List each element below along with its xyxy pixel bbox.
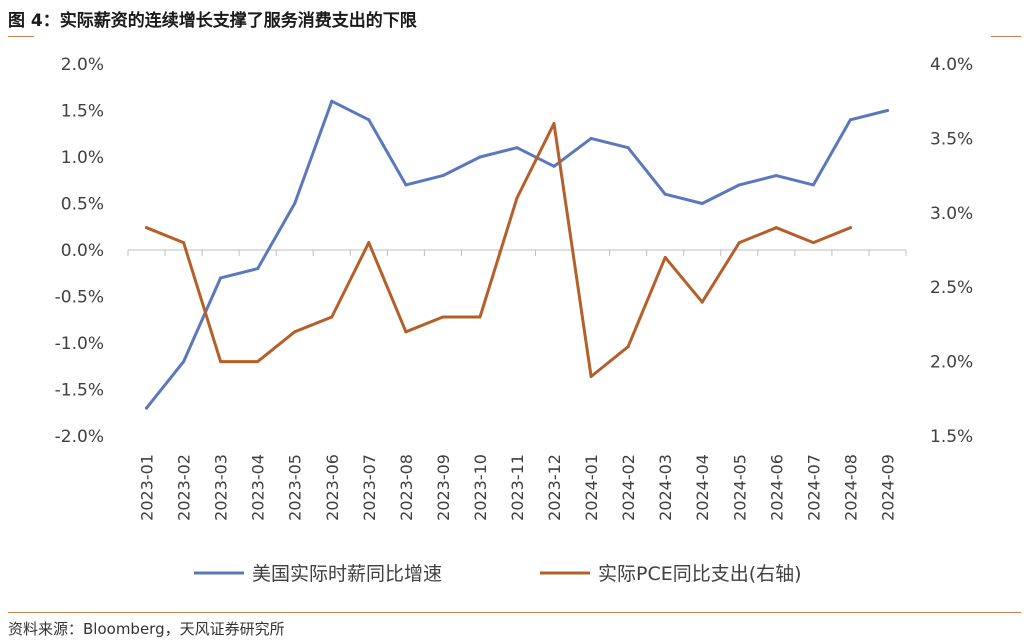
x-tick-label: 2023-08	[397, 454, 416, 521]
legend-label-2: 实际PCE同比支出(右轴)	[598, 563, 802, 585]
left-tick-label: -2.0%	[55, 427, 104, 447]
x-tick-label: 2023-09	[434, 454, 453, 521]
legend-label-1: 美国实际时薪同比增速	[252, 563, 442, 585]
left-axis: 2.0% 1.5% 1.0% 0.5% 0.0% -0.5% -1.0% -1.5% -2.0%	[55, 55, 104, 447]
series-1-point	[478, 155, 482, 159]
x-tick-label: 2023-06	[323, 454, 342, 521]
x-tick-label: 2023-07	[360, 454, 379, 521]
series-2-point	[404, 330, 408, 334]
left-tick-label: -1.5%	[55, 381, 104, 401]
series-2-point	[145, 226, 149, 230]
title-rule-left	[8, 36, 34, 37]
x-tick-label: 2023-10	[471, 454, 490, 521]
left-tick-label: 1.5%	[61, 102, 104, 122]
x-tick-label: 2024-06	[767, 454, 786, 521]
series-1-point	[293, 202, 297, 205]
series-1-point	[663, 192, 667, 196]
series-2-point	[441, 315, 445, 319]
legend: 美国实际时薪同比增速 实际PCE同比支出(右轴)	[194, 563, 802, 585]
series-1-point	[848, 118, 852, 122]
left-tick-label: -0.5%	[55, 288, 104, 308]
series-1-point	[182, 360, 186, 364]
x-tick-label: 2023-03	[212, 454, 231, 521]
series-1-point	[885, 109, 889, 112]
series-2-point	[626, 345, 630, 349]
right-axis: 4.0% 3.5% 3.0% 2.5% 2.0% 1.5%	[930, 55, 973, 447]
series-1-point	[256, 267, 260, 271]
series-1-point	[515, 146, 519, 150]
right-tick-label: 2.5%	[930, 278, 973, 298]
series-2-point	[663, 255, 667, 259]
left-tick-label: 0.5%	[61, 195, 104, 215]
series-2-point	[256, 360, 260, 364]
series-1-point	[330, 99, 334, 103]
series-2-point	[330, 315, 334, 319]
x-tick-label: 2023-11	[508, 454, 527, 521]
footer-rule	[8, 612, 1021, 613]
series-2-point	[293, 330, 297, 334]
right-tick-label: 3.5%	[930, 129, 973, 149]
title-rule-right	[991, 36, 1021, 37]
series-1-point	[774, 174, 778, 178]
series-1-point	[589, 136, 593, 140]
x-tick-label: 2024-07	[804, 454, 823, 521]
series-1-point	[552, 164, 556, 168]
series-2-point	[589, 374, 593, 378]
series-2-point	[737, 241, 741, 245]
left-tick-label: -1.0%	[55, 334, 104, 354]
series-2-point	[182, 241, 186, 245]
series-2-point	[774, 226, 778, 230]
x-axis: 2023-01 2023-02 2023-03 2023-04 2023-05 2023-…	[127, 249, 907, 521]
chart-title: 图 4：实际薪资的连续增长支撑了服务消费支出的下限	[8, 11, 417, 31]
series-line-2	[145, 122, 852, 378]
series-1-point	[404, 183, 408, 187]
series-1-point	[811, 183, 815, 187]
x-tick-label: 2023-04	[249, 454, 268, 521]
right-tick-label: 4.0%	[930, 55, 973, 75]
x-tick-label: 2024-05	[730, 454, 749, 521]
x-tick-label: 2023-12	[545, 454, 564, 521]
series-2-point	[552, 122, 556, 126]
left-tick-label: 2.0%	[61, 55, 104, 75]
series-1-point	[737, 183, 741, 187]
series-2-point	[478, 315, 482, 319]
series-2-point	[700, 300, 704, 304]
x-tick-label: 2023-01	[138, 454, 157, 521]
x-tick-label: 2024-03	[656, 454, 675, 521]
x-tick-label: 2023-02	[175, 454, 194, 521]
x-tick-label: 2024-01	[582, 454, 601, 521]
series-1-point	[219, 276, 223, 280]
source-note: 资料来源：Bloomberg，天风证券研究所	[8, 620, 285, 638]
left-tick-label: 1.0%	[61, 148, 104, 168]
x-tick-label: 2024-08	[841, 454, 860, 521]
right-tick-label: 1.5%	[930, 427, 973, 447]
series-2-point	[848, 226, 852, 230]
series-1-point	[700, 202, 704, 205]
series-1-point	[367, 118, 371, 122]
x-tick-label: 2024-04	[693, 454, 712, 521]
series-1-point	[441, 174, 445, 178]
x-tick-label: 2024-09	[878, 454, 897, 521]
series-1-point	[145, 406, 149, 410]
series-2-point	[219, 360, 223, 364]
x-tick-label: 2023-05	[286, 454, 305, 521]
right-tick-label: 2.0%	[930, 353, 973, 373]
x-tick-label: 2024-02	[619, 454, 638, 521]
left-tick-label: 0.0%	[61, 241, 104, 261]
series-1-point	[626, 146, 630, 150]
series-2-point	[515, 196, 519, 200]
series-2-point	[811, 241, 815, 245]
series-layer	[145, 99, 889, 410]
series-2-point	[367, 241, 371, 245]
right-tick-label: 3.0%	[930, 204, 973, 224]
